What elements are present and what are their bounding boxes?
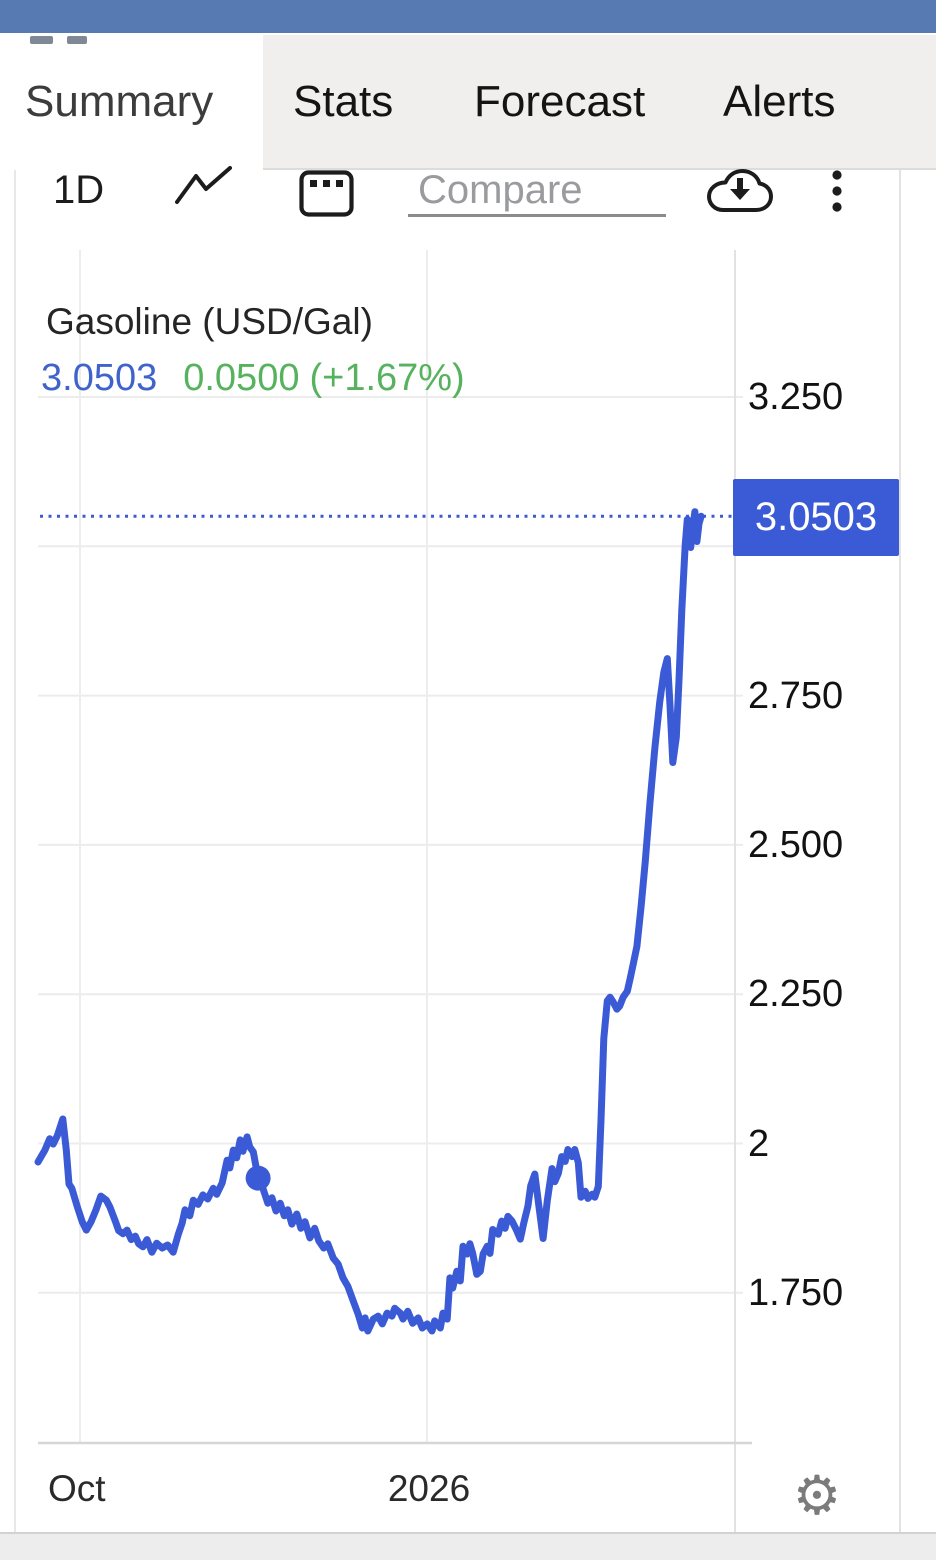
tab-summary[interactable]: Summary (25, 77, 214, 126)
tab-alerts[interactable]: Alerts (723, 77, 836, 126)
cloud-download-icon[interactable] (704, 168, 774, 219)
tabs-panel (263, 35, 936, 170)
settings-gear-icon[interactable]: ⚙ (792, 1466, 842, 1527)
last-price-badge: 3.0503 (733, 479, 899, 556)
clipped-content-artifact (30, 36, 53, 44)
last-price-text: 3.0503 (41, 357, 158, 399)
price-change-text: 0.0500 (183, 357, 300, 399)
price-axis-label: 2.750 (748, 674, 844, 717)
price-change-percent-text: (+1.67%) (309, 357, 465, 399)
price-axis-label: 3.250 (748, 376, 844, 418)
interval-button[interactable]: 1D (53, 168, 105, 212)
series-marker-dot (245, 1165, 271, 1191)
status-bar (0, 0, 936, 33)
price-axis-label: 2.250 (748, 973, 844, 1016)
compare-input[interactable]: Compare (418, 168, 583, 212)
instrument-values: 3.0503 0.0500 (+1.67%) (41, 356, 465, 400)
price-axis-label: 2 (748, 1122, 770, 1165)
time-axis-label-oct: Oct (48, 1468, 106, 1509)
compare-underline (408, 214, 666, 217)
time-axis-label-2026: 2026 (387, 1468, 471, 1509)
tab-stats[interactable]: Stats (293, 77, 394, 126)
line-chart-icon[interactable] (174, 164, 234, 213)
instrument-title: Gasoline (USD/Gal) (46, 301, 373, 342)
kebab-menu-icon[interactable] (827, 166, 847, 221)
clipped-content-artifact (67, 36, 87, 44)
bottom-strip (0, 1532, 936, 1560)
price-axis-label: 1.750 (748, 1271, 844, 1314)
price-axis-label: 2.500 (748, 823, 844, 866)
chart-type-icon[interactable] (299, 170, 355, 223)
tab-forecast[interactable]: Forecast (474, 77, 646, 126)
